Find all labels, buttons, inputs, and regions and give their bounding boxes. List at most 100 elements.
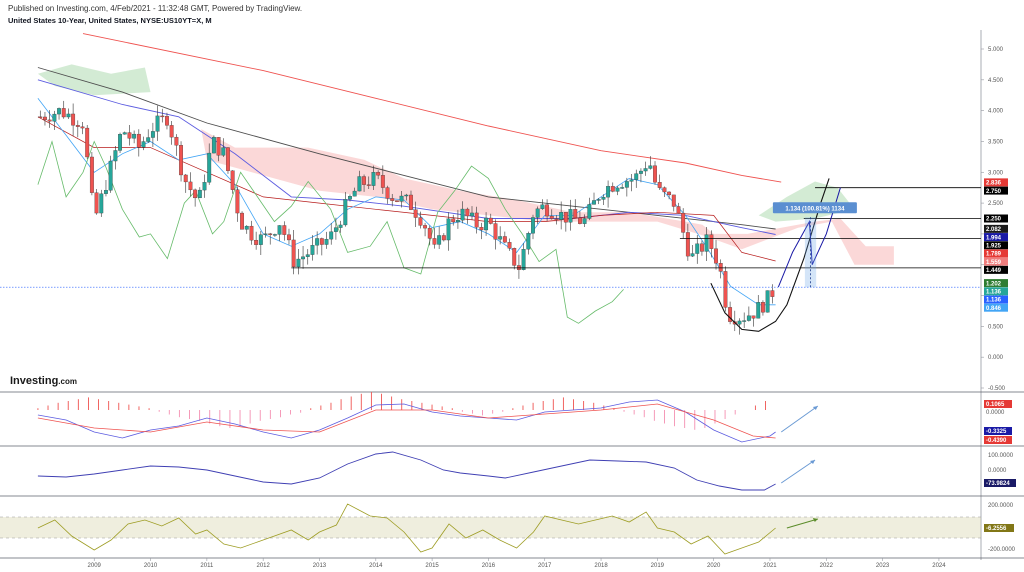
svg-text:1.136: 1.136 <box>986 298 1002 304</box>
macd-tag: 0.1065 <box>986 402 1005 408</box>
candle <box>502 231 507 244</box>
candle <box>235 186 240 222</box>
cci-tick: 200.0000 <box>988 503 1014 509</box>
y-tick-label: 3.500 <box>988 139 1004 145</box>
candle <box>526 231 531 255</box>
price-tag: 1.449 <box>984 265 1008 274</box>
candle <box>493 219 498 250</box>
svg-text:2.836: 2.836 <box>986 181 1002 187</box>
drawing-annotations: 1.134 (100.81%) 1134 <box>0 178 981 332</box>
candle <box>746 306 751 322</box>
candle <box>113 146 118 170</box>
macd-arrow <box>780 405 819 433</box>
candle <box>371 165 376 191</box>
candle <box>202 174 207 198</box>
candle <box>169 120 174 145</box>
candle <box>751 315 756 327</box>
x-tick-label: 2024 <box>932 563 946 569</box>
candle <box>409 190 413 211</box>
svg-text:1.789: 1.789 <box>986 252 1002 258</box>
candle <box>470 206 474 220</box>
candle <box>94 188 99 215</box>
osc-tick: 100.0000 <box>988 453 1014 459</box>
candle <box>207 143 212 185</box>
candle <box>394 200 399 203</box>
x-tick-label: 2021 <box>763 563 777 569</box>
candle <box>179 141 183 182</box>
candle <box>413 201 418 227</box>
candle <box>695 234 700 264</box>
x-tick-label: 2017 <box>538 563 552 569</box>
price-tag: 1.136 <box>984 295 1008 304</box>
cci-arrow <box>786 518 819 529</box>
symbol-title: United States 10-Year, United States, NY… <box>8 16 212 25</box>
candle <box>507 238 512 251</box>
candle <box>329 223 334 245</box>
cci-line <box>37 503 776 555</box>
candle <box>230 170 235 194</box>
logo-suffix: .com <box>58 377 77 386</box>
candle <box>648 156 653 170</box>
candle <box>324 231 329 249</box>
candle <box>385 185 390 204</box>
time-axis: 2009 2010 2011 2012 2013 2014 2015 2016 2017 2018… <box>88 558 946 569</box>
candle <box>418 211 423 229</box>
candle <box>343 192 348 227</box>
candle <box>756 295 761 319</box>
bowl-arc <box>710 178 830 332</box>
candle <box>277 225 282 242</box>
macd-arrowhead <box>812 406 818 410</box>
svg-text:1.202: 1.202 <box>986 281 1002 287</box>
candle <box>582 214 587 228</box>
candle <box>465 207 470 224</box>
x-tick-label: 2012 <box>256 563 270 569</box>
candle <box>357 170 362 192</box>
candle <box>310 235 315 261</box>
candle <box>244 225 249 234</box>
svg-text:2.250: 2.250 <box>986 217 1002 223</box>
candle <box>620 183 625 190</box>
candle <box>165 112 169 130</box>
macd-signal-line <box>37 403 776 439</box>
candle <box>193 188 198 207</box>
candle <box>432 227 437 249</box>
candle <box>272 233 277 237</box>
svg-text:1.136: 1.136 <box>986 289 1002 295</box>
candle <box>85 124 90 159</box>
candle <box>376 170 381 180</box>
y-tick-label: 4.500 <box>988 78 1004 84</box>
macd-tag: -0.4390 <box>986 438 1007 444</box>
svg-text:0.846: 0.846 <box>986 306 1002 312</box>
candle <box>639 168 643 183</box>
price-axis: 5.0004.5004.0003.5003.0002.5002.0001.500… <box>981 47 1008 392</box>
candle <box>601 194 606 205</box>
macd-tag-bg <box>984 400 1012 408</box>
candle <box>287 228 291 245</box>
candle <box>118 132 122 153</box>
candle <box>183 173 188 193</box>
candle <box>150 122 155 148</box>
candle <box>667 191 672 200</box>
candle <box>52 110 57 130</box>
candle <box>268 232 273 245</box>
candle <box>634 169 639 188</box>
cci-tick: -200.0000 <box>988 547 1016 553</box>
candle <box>362 174 366 192</box>
candle <box>573 199 578 219</box>
y-tick-label: 4.000 <box>988 109 1004 115</box>
measure-label-bg <box>772 202 857 214</box>
x-tick-label: 2011 <box>200 563 214 569</box>
candle <box>742 312 747 328</box>
candle <box>455 209 460 229</box>
candle <box>174 134 179 156</box>
candle <box>535 206 540 224</box>
candle <box>57 107 61 120</box>
candle <box>629 173 634 192</box>
candle <box>516 254 521 279</box>
candle <box>479 222 484 240</box>
sma-red-line <box>82 33 782 183</box>
candle <box>296 248 301 275</box>
candle <box>700 240 704 256</box>
candle <box>66 108 71 119</box>
